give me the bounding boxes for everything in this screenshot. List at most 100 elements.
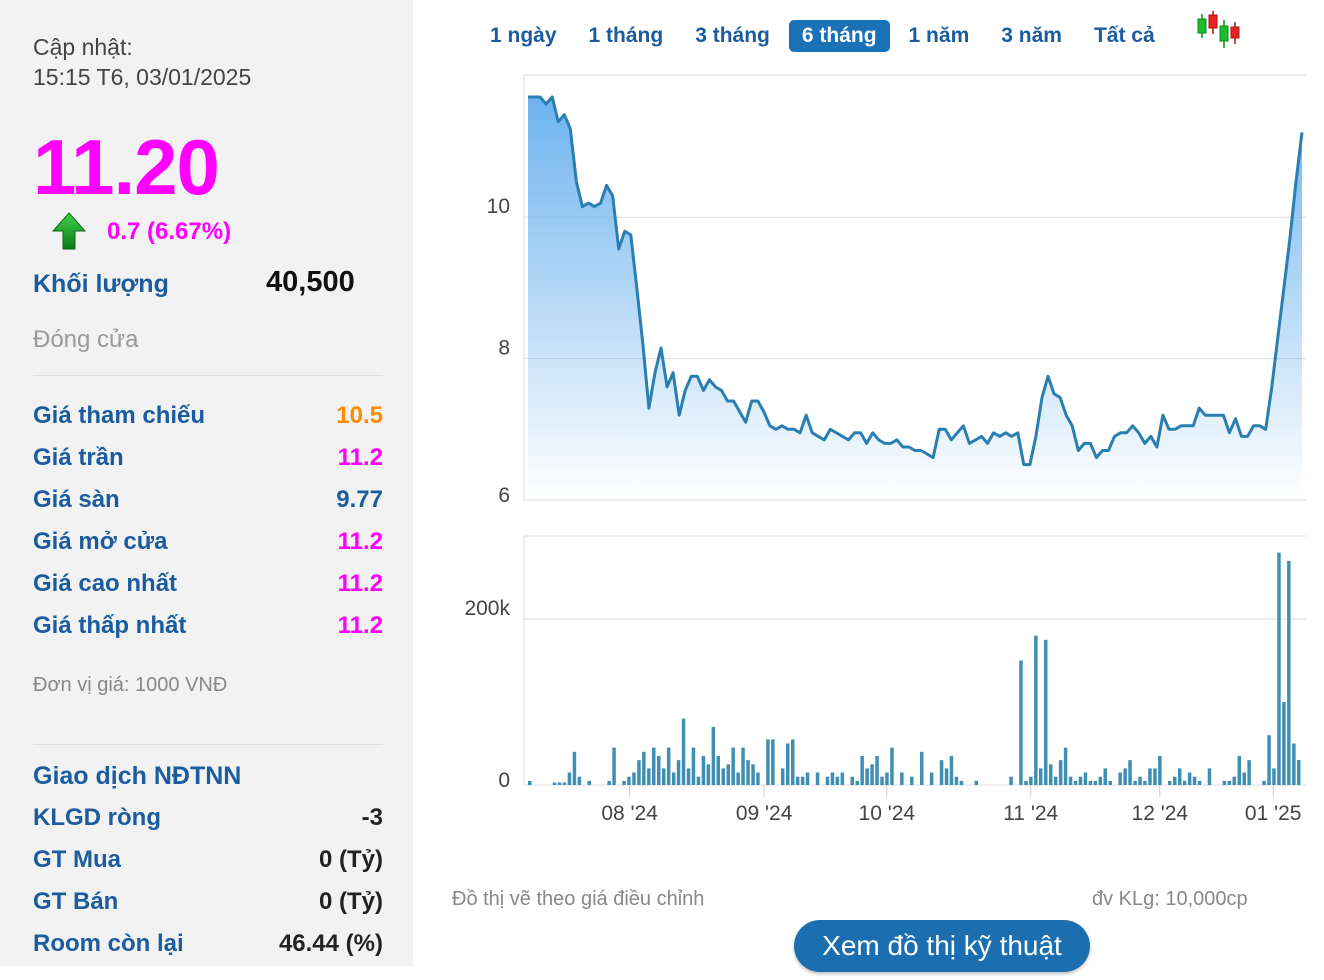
row-label: GT Bán [33, 888, 119, 915]
volume-bar [885, 772, 889, 785]
volume-bar [711, 726, 716, 785]
volume-bar [721, 768, 725, 785]
sell-value-row: GT Bán 0 (Tỷ) [33, 888, 383, 918]
price-axis-labels: 6 8 10 [487, 195, 510, 507]
volume-bar [696, 776, 701, 785]
volume-bar [855, 780, 859, 785]
room-remaining-row: Room còn lại 46.44 (%) [33, 930, 383, 960]
volume-bar [771, 739, 775, 785]
row-value: 11.2 [337, 570, 383, 597]
volume-bar [1049, 764, 1053, 786]
volume-bar [860, 756, 864, 785]
volume-bar [850, 776, 854, 785]
volume-bar [1053, 776, 1058, 785]
period-tabs: 1 ngày 1 tháng 3 tháng 6 tháng 1 năm 3 n… [477, 18, 1174, 54]
volume-bar [1133, 780, 1137, 785]
row-label: Giá sàn [33, 486, 120, 513]
floor-price-row: Giá sàn 9.77 [33, 486, 383, 516]
tab-1-day[interactable]: 1 ngày [490, 24, 557, 47]
x-tick-label: 10 '24 [859, 802, 916, 825]
candlestick-icon[interactable] [1196, 10, 1240, 52]
volume-bar [632, 772, 636, 785]
volume-bar [557, 782, 562, 785]
volume-bar [865, 768, 869, 785]
x-tick-label: 01 '25 [1245, 802, 1302, 825]
volume-bar [567, 772, 572, 785]
volume-bar [920, 751, 924, 785]
tab-1-month[interactable]: 1 tháng [588, 24, 664, 47]
volume-bar [1039, 768, 1043, 785]
row-value: 9.77 [336, 486, 383, 513]
volume-bar [1019, 660, 1023, 785]
volume-bar [1034, 635, 1038, 785]
volume-bar [627, 776, 631, 785]
tab-all[interactable]: Tất cả [1093, 24, 1155, 47]
current-price: 11.20 [33, 123, 220, 211]
volume-bar [577, 776, 582, 785]
volume-bar [647, 768, 651, 785]
volume-bar [741, 747, 745, 785]
volume-bar [1153, 768, 1157, 785]
volume-bar [959, 780, 964, 785]
volume-bar [1068, 776, 1073, 785]
tab-1-year[interactable]: 1 năm [908, 24, 970, 47]
volume-bar [731, 747, 735, 785]
volume-bar [1267, 735, 1271, 785]
volume-bar [637, 760, 641, 785]
volume-bar [1227, 780, 1232, 785]
volume-bar [835, 776, 840, 785]
volume-bar [1207, 768, 1212, 785]
row-value: 11.2 [337, 612, 383, 639]
row-value: 0 (Tỷ) [318, 888, 383, 915]
volume-bar [1138, 776, 1142, 785]
volume-bar [786, 743, 790, 785]
volume-tick-label: 200k [464, 597, 510, 620]
volume-bar [1168, 780, 1172, 785]
volume-bar [1292, 743, 1296, 785]
price-line [528, 95, 1304, 467]
volume-bar [701, 756, 706, 785]
net-volume-row: KLGD ròng -3 [33, 804, 383, 834]
divider [33, 744, 383, 745]
volume-bar [657, 756, 661, 785]
row-label: Giá mở cửa [33, 528, 168, 555]
tab-3-years[interactable]: 3 năm [1001, 24, 1062, 47]
technical-chart-button[interactable]: Xem đồ thị kỹ thuật [794, 920, 1090, 972]
divider [33, 375, 383, 376]
volume-bar [1029, 776, 1033, 785]
volume-bar [662, 768, 666, 785]
x-tick-label: 08 '24 [601, 802, 658, 825]
row-value: 10.5 [336, 402, 383, 429]
volume-tick-label: 0 [498, 769, 510, 792]
volume-bar [716, 756, 720, 785]
volume-bar [781, 768, 785, 785]
volume-bar [572, 751, 577, 785]
volume-bar [1078, 776, 1083, 785]
volume-bar [944, 768, 949, 785]
volume-bar [1063, 747, 1068, 785]
tab-3-months[interactable]: 3 tháng [695, 24, 770, 47]
volume-bar [1232, 776, 1236, 785]
volume-bar [607, 780, 611, 785]
volume-bar [1287, 560, 1291, 785]
volume-bar [910, 776, 914, 785]
volume-bar [1103, 768, 1107, 785]
volume-bar [1178, 768, 1182, 785]
volume-bar [1058, 760, 1063, 785]
volume-bar [1192, 776, 1197, 785]
volume-bar [1187, 772, 1192, 785]
row-label: GT Mua [33, 846, 121, 873]
volume-bar [1123, 768, 1127, 785]
volume-bar [1093, 780, 1098, 785]
update-label: Cập nhật: [33, 34, 133, 60]
tab-6-months[interactable]: 6 tháng [788, 20, 890, 52]
row-label: KLGD ròng [33, 804, 161, 831]
x-tick-label: 09 '24 [736, 802, 793, 825]
volume-bar [825, 776, 830, 785]
price-volume-chart: 6 8 10 0 200k 08 '24 09 '24 10 '24 11 '2… [464, 74, 1306, 825]
market-status: Đóng cửa [33, 326, 139, 353]
volume-value: 40,500 [266, 266, 355, 298]
volume-bar [890, 747, 894, 785]
volume-bars [528, 552, 1301, 786]
